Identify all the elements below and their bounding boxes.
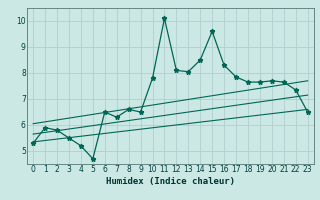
X-axis label: Humidex (Indice chaleur): Humidex (Indice chaleur) xyxy=(106,177,235,186)
